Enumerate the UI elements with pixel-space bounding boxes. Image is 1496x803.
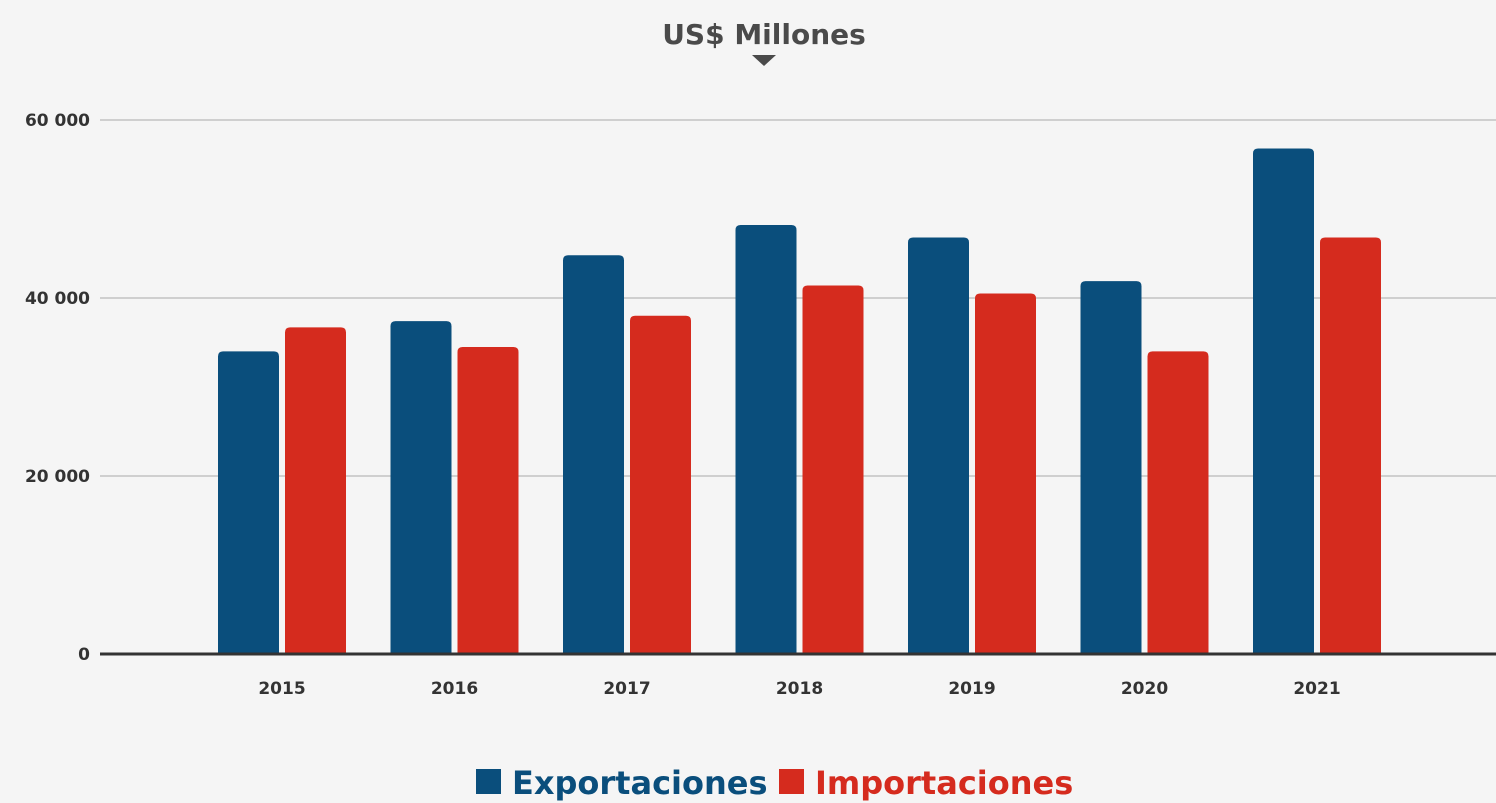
x-tick-label: 2019 xyxy=(948,679,995,699)
x-axis-ticks: 2015 2016 2017 2018 2019 2020 2021 xyxy=(258,679,1340,699)
y-tick-label: 60 000 xyxy=(25,111,90,131)
y-tick-label: 20 000 xyxy=(25,467,90,487)
bar-importaciones-2020 xyxy=(1147,351,1209,654)
title-arrow-down-icon xyxy=(752,55,776,66)
bar-importaciones-2015 xyxy=(285,327,346,654)
legend-swatch-exportaciones xyxy=(476,769,501,794)
legend-label-importaciones: Importaciones xyxy=(815,764,1073,802)
bar-exportaciones-2019 xyxy=(908,237,969,655)
y-axis-ticks: 0 20 000 40 000 60 000 xyxy=(25,111,90,665)
y-tick-label: 0 xyxy=(78,645,90,665)
x-tick-label: 2017 xyxy=(603,679,650,699)
bar-exportaciones-2015 xyxy=(218,351,279,654)
x-tick-label: 2021 xyxy=(1293,679,1340,699)
bar-exportaciones-2017 xyxy=(563,255,624,654)
bar-exportaciones-2016 xyxy=(390,321,452,654)
x-tick-label: 2015 xyxy=(258,679,305,699)
bar-importaciones-2018 xyxy=(802,285,864,654)
legend: Exportaciones Importaciones xyxy=(476,764,1073,802)
x-tick-label: 2016 xyxy=(431,679,478,699)
bar-importaciones-2017 xyxy=(630,315,691,654)
bar-importaciones-2021 xyxy=(1320,237,1381,655)
bar-importaciones-2019 xyxy=(975,293,1036,654)
bars xyxy=(218,148,1381,655)
y-tick-label: 40 000 xyxy=(25,289,90,309)
bar-exportaciones-2021 xyxy=(1253,148,1314,655)
chart-title: US$ Millones xyxy=(662,18,866,51)
bar-importaciones-2016 xyxy=(457,346,519,654)
bar-exportaciones-2020 xyxy=(1080,281,1142,654)
legend-label-exportaciones: Exportaciones xyxy=(512,764,768,802)
x-tick-label: 2020 xyxy=(1121,679,1168,699)
legend-swatch-importaciones xyxy=(779,769,804,794)
x-tick-label: 2018 xyxy=(776,679,823,699)
bar-exportaciones-2018 xyxy=(735,225,797,654)
